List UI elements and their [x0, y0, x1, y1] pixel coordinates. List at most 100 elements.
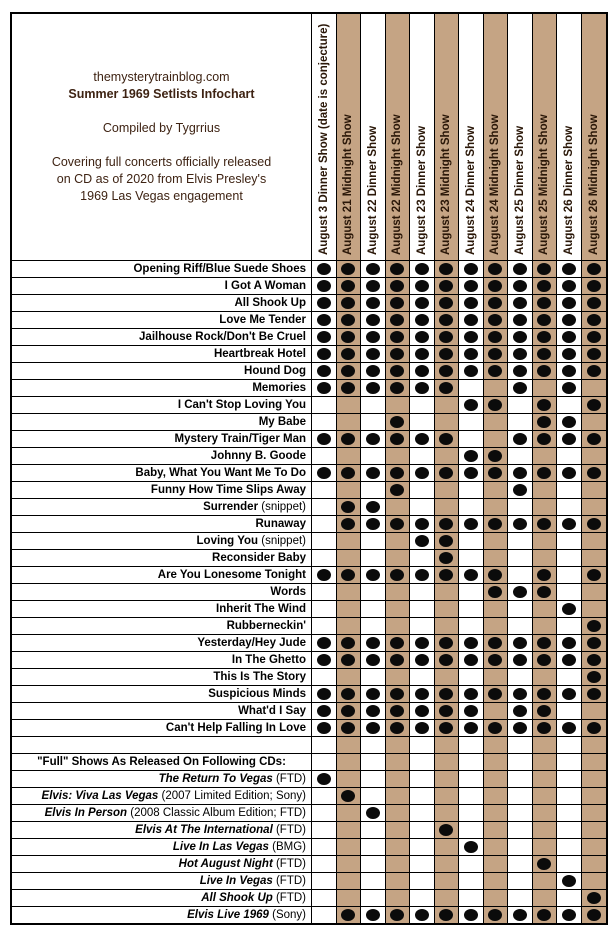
matrix-cell	[410, 346, 435, 363]
matrix-cell	[459, 771, 484, 788]
matrix-cell	[361, 261, 386, 278]
matrix-cell	[557, 856, 582, 873]
row-title: This Is The Story	[213, 671, 306, 683]
performed-dot	[390, 688, 405, 700]
performed-dot	[537, 331, 552, 343]
matrix-cell	[434, 482, 459, 499]
matrix-cell	[483, 720, 508, 737]
performed-dot	[586, 348, 601, 360]
performed-dot	[537, 909, 552, 921]
performed-dot	[439, 433, 454, 445]
matrix-cell	[483, 907, 508, 923]
matrix-cell	[581, 822, 606, 839]
performed-dot	[390, 365, 405, 377]
matrix-cell	[483, 380, 508, 397]
performed-dot	[439, 824, 454, 836]
matrix-cell	[410, 601, 435, 618]
performed-dot	[561, 331, 576, 343]
performed-dot	[316, 314, 331, 326]
matrix-cell	[581, 465, 606, 482]
performed-dot	[439, 569, 454, 581]
performed-dot	[414, 433, 429, 445]
row-title: Surrender	[203, 501, 259, 513]
matrix-cell	[336, 533, 361, 550]
performed-dot	[439, 314, 454, 326]
matrix-cell	[410, 652, 435, 669]
matrix-cell	[557, 839, 582, 856]
performed-dot	[390, 722, 405, 734]
matrix-cell	[385, 295, 410, 312]
row-title: Rubberneckin'	[226, 620, 306, 632]
performed-dot	[439, 688, 454, 700]
performed-dot	[390, 569, 405, 581]
matrix-cell	[361, 686, 386, 703]
performed-dot	[439, 654, 454, 666]
matrix-cell	[508, 839, 533, 856]
matrix-cell	[434, 686, 459, 703]
performed-dot	[463, 314, 478, 326]
matrix-cell	[312, 550, 337, 567]
matrix-cell	[459, 380, 484, 397]
matrix-cell	[312, 822, 337, 839]
matrix-cell	[508, 686, 533, 703]
performed-dot	[316, 637, 331, 649]
matrix-cell	[557, 567, 582, 584]
performed-dot	[414, 280, 429, 292]
matrix-cell	[385, 822, 410, 839]
row-title: Loving You	[196, 535, 259, 547]
matrix-cell	[483, 822, 508, 839]
matrix-cell	[483, 261, 508, 278]
performed-dot	[316, 348, 331, 360]
matrix-cell	[459, 601, 484, 618]
performed-dot	[463, 654, 478, 666]
row-title: Jailhouse Rock/Don't Be Cruel	[139, 331, 306, 343]
performed-dot	[537, 722, 552, 734]
performed-dot	[561, 433, 576, 445]
matrix-cell	[434, 907, 459, 923]
performed-dot	[341, 688, 356, 700]
matrix-cell	[385, 652, 410, 669]
matrix-cell	[385, 550, 410, 567]
performed-dot	[537, 654, 552, 666]
row-title: Mystery Train/Tiger Man	[174, 433, 306, 445]
performed-dot	[365, 654, 380, 666]
matrix-cell	[361, 329, 386, 346]
row-title: Elvis: Viva Las Vegas	[41, 790, 159, 802]
matrix-cell	[312, 380, 337, 397]
column-header-label: August 22 Midnight Show	[391, 114, 404, 255]
matrix-cell	[410, 635, 435, 652]
performed-dot	[365, 467, 380, 479]
matrix-cell	[434, 754, 459, 771]
matrix-cell	[312, 261, 337, 278]
matrix-cell	[336, 465, 361, 482]
matrix-cell	[312, 737, 337, 754]
matrix-cell	[312, 567, 337, 584]
performed-dot	[390, 280, 405, 292]
performed-dot	[390, 314, 405, 326]
matrix-cell	[581, 754, 606, 771]
matrix-cell	[336, 635, 361, 652]
performed-dot	[365, 569, 380, 581]
matrix-cell	[312, 295, 337, 312]
matrix-cell	[581, 805, 606, 822]
row-title: Live In Las Vegas	[172, 841, 269, 853]
matrix-cell	[459, 431, 484, 448]
spacer	[12, 103, 311, 120]
matrix-cell	[312, 499, 337, 516]
matrix-cell	[459, 856, 484, 873]
matrix-cell	[410, 788, 435, 805]
matrix-cell	[581, 686, 606, 703]
matrix-cell	[508, 465, 533, 482]
matrix-cell	[483, 856, 508, 873]
performed-dot	[365, 314, 380, 326]
matrix-cell	[434, 822, 459, 839]
performed-dot	[316, 467, 331, 479]
matrix-cell	[434, 329, 459, 346]
matrix-cell	[385, 533, 410, 550]
matrix-cell	[385, 618, 410, 635]
performed-dot	[390, 909, 405, 921]
performed-dot	[512, 433, 527, 445]
setlist-matrix: themysterytrainblog.com Summer 1969 Setl…	[12, 14, 606, 923]
matrix-cell	[434, 856, 459, 873]
matrix-cell	[581, 771, 606, 788]
